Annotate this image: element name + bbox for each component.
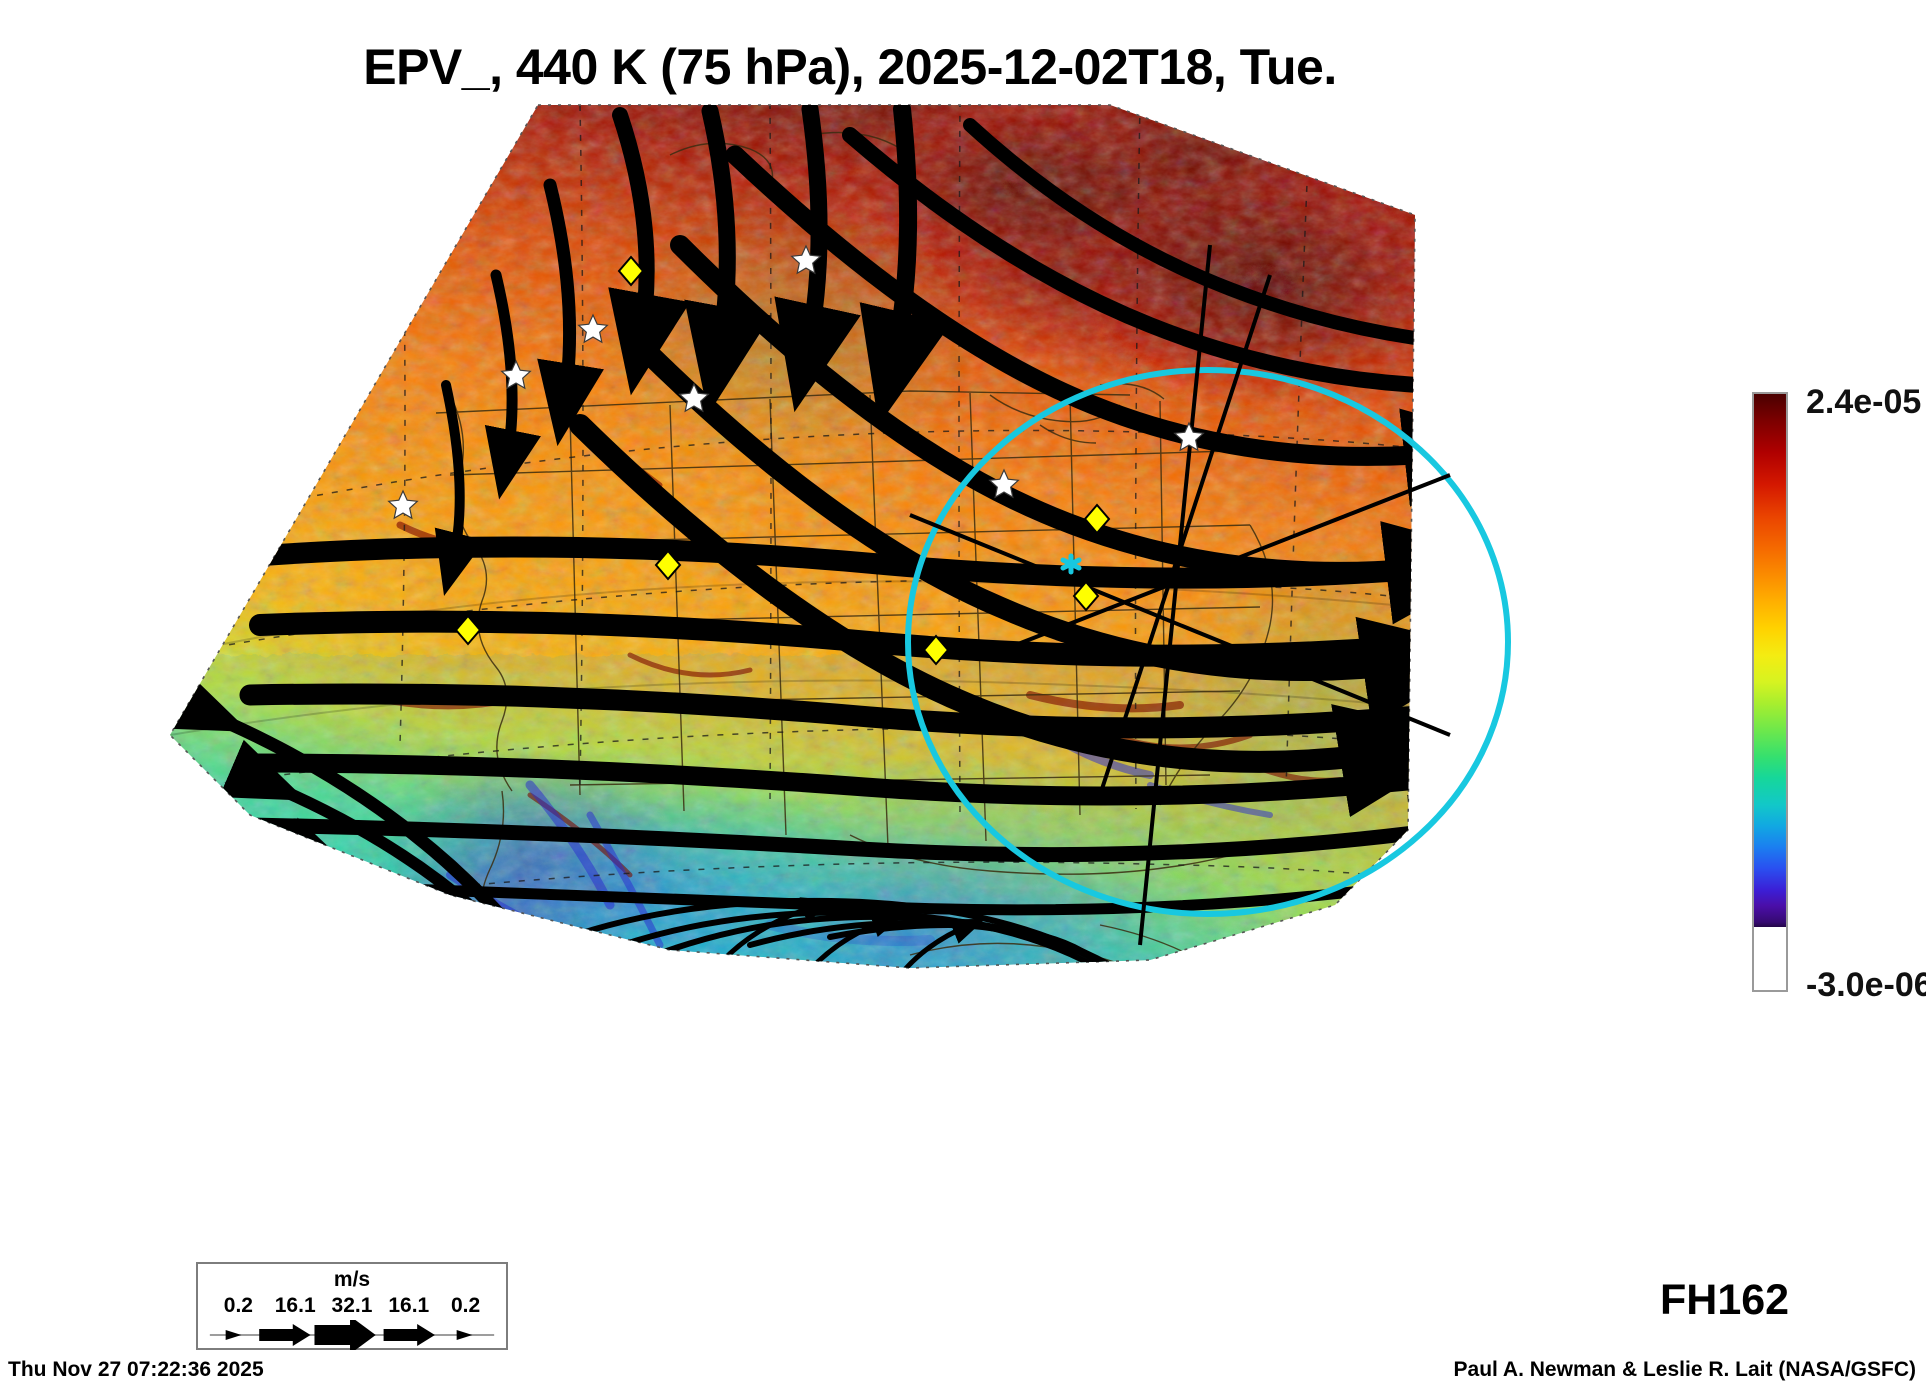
wind-legend-unit: m/s <box>333 1268 371 1291</box>
author-credit: Paul A. Newman & Leslie R. Lait (NASA/GS… <box>1453 1358 1916 1381</box>
render-timestamp: Thu Nov 27 07:22:36 2025 <box>8 1358 264 1381</box>
transect-lines <box>909 244 1451 946</box>
colorbar-min-label: -3.0e-06 <box>1806 966 1926 1004</box>
wind-tick-1: 16.1 <box>274 1294 316 1317</box>
wind-tick-0: 0.2 <box>223 1294 253 1317</box>
storm-center-marker <box>1060 553 1082 575</box>
map-sector-boundary <box>168 104 1416 969</box>
wind-legend-ticks: 0.2 16.1 32.1 16.1 0.2 <box>198 1294 506 1318</box>
station-markers-star <box>387 244 1205 520</box>
page-title: EPV_, 440 K (75 hPa), 2025-12-02T18, Tue… <box>363 39 1337 95</box>
wind-streamlines <box>170 105 1415 968</box>
epv-scalar-field <box>170 105 1415 968</box>
wind-speed-legend: m/s 0.2 16.1 32.1 16.1 0.2 <box>196 1262 508 1350</box>
colorbar-max-label: 2.4e-05 <box>1806 383 1922 421</box>
colorbar-gradient <box>1754 394 1786 928</box>
forecast-hour-label: FH162 <box>1660 1276 1790 1324</box>
station-markers-diamond <box>454 255 1111 666</box>
wind-tick-4: 0.2 <box>450 1294 481 1317</box>
colorbar <box>1752 392 1788 992</box>
wind-tick-3: 16.1 <box>388 1294 430 1317</box>
wind-tick-2: 32.1 <box>331 1294 373 1317</box>
map-plot-area <box>150 95 1580 1095</box>
cyan-analysis-circle <box>905 367 1511 917</box>
wind-legend-arrow-scale <box>209 1320 495 1350</box>
epv-map-svg <box>168 104 1511 969</box>
